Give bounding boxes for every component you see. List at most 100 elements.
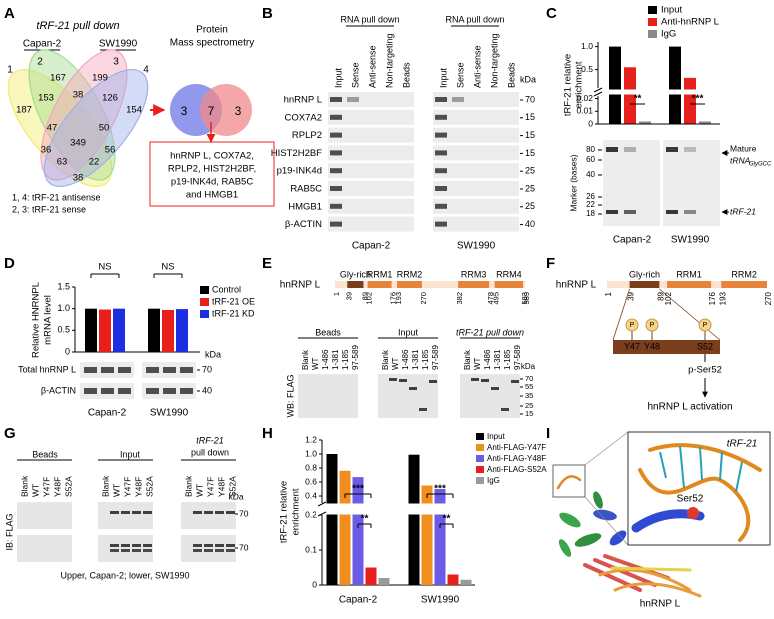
bar — [162, 309, 174, 352]
blot — [328, 127, 414, 143]
lane-label: Blank — [19, 475, 29, 497]
legend-swatch — [200, 286, 209, 294]
band — [481, 379, 489, 382]
band — [606, 147, 618, 152]
bar — [365, 567, 377, 585]
blot — [328, 216, 414, 232]
blot — [433, 163, 519, 179]
protein-list: RPLP2, HIST2H2BF, — [168, 164, 256, 175]
lane-label: Input — [438, 67, 448, 88]
blot — [433, 216, 519, 232]
bar — [148, 308, 160, 352]
venn-count: 199 — [92, 73, 108, 84]
band — [143, 511, 152, 514]
label: SW1990 — [671, 235, 710, 246]
row-label: β-ACTIN — [41, 385, 76, 395]
protein-bar — [335, 281, 525, 288]
bar — [85, 308, 97, 352]
band — [666, 147, 678, 152]
title: tRF-21 pull down — [36, 20, 119, 32]
venn-count: 38 — [73, 90, 84, 101]
y-tick-label: 1.0 — [581, 41, 593, 51]
band — [419, 408, 427, 411]
y-label: enrichment — [291, 488, 302, 535]
kda-label: 70 — [525, 94, 535, 104]
band — [132, 511, 141, 514]
panel-label: G — [4, 425, 16, 442]
band — [435, 132, 447, 138]
y-tick-label: 0 — [588, 118, 593, 128]
label: Ser52 — [677, 494, 704, 505]
panel-label: I — [546, 425, 550, 442]
lane-label: WT — [194, 484, 204, 497]
blot — [181, 535, 236, 562]
set-id: 2 — [37, 57, 43, 68]
label: Capan-2 — [88, 408, 127, 419]
band — [435, 150, 447, 156]
band — [163, 367, 176, 373]
blot — [433, 198, 519, 214]
band — [101, 367, 114, 373]
band — [435, 203, 447, 209]
bar — [699, 121, 711, 124]
y-tick-label: 0.4 — [305, 490, 317, 500]
panel-label: A — [4, 5, 15, 22]
residue: 270 — [764, 291, 773, 305]
band — [215, 511, 224, 514]
lane-label: WT — [111, 484, 121, 497]
significance: NS — [98, 262, 111, 273]
domain — [367, 281, 392, 288]
base-pair — [659, 451, 667, 479]
rule — [612, 288, 630, 341]
label: Beads — [32, 449, 58, 459]
blot — [17, 535, 72, 562]
label: hnRNP L activation — [647, 402, 732, 413]
label: tRF-21 — [730, 206, 756, 216]
lane-label: S52A — [63, 476, 73, 497]
blot — [378, 374, 438, 418]
blot — [328, 145, 414, 161]
rule — [584, 431, 629, 466]
bar — [99, 309, 111, 352]
legend-label: Input — [661, 5, 682, 16]
band — [118, 388, 131, 394]
band — [624, 210, 636, 214]
venn-count: 7 — [208, 104, 215, 118]
label: Input — [120, 449, 141, 459]
band — [143, 544, 152, 547]
band — [110, 549, 119, 552]
label: SW1990 — [99, 39, 138, 50]
band — [84, 367, 97, 373]
marker-tick: 26 — [586, 192, 595, 201]
blot — [433, 127, 519, 143]
band — [121, 511, 130, 514]
lane-label: WT — [473, 357, 482, 370]
domain-label: RRM1 — [676, 269, 702, 279]
label: Capan-2 — [613, 235, 652, 246]
label: hnRNP L — [640, 599, 681, 610]
domain-label: Gly-rich — [340, 269, 371, 279]
base-pair — [699, 446, 703, 481]
bar — [421, 485, 433, 585]
band — [215, 544, 224, 547]
label: hnRNP L — [556, 280, 597, 291]
lane-label: Blank — [463, 349, 472, 370]
band — [163, 388, 176, 394]
blot — [433, 92, 519, 107]
helix — [593, 491, 603, 509]
label: kDa — [520, 74, 536, 84]
significance: *** — [692, 94, 704, 105]
label: IB: FLAG — [4, 513, 14, 550]
legend-label: Anti-FLAG-S52A — [487, 465, 547, 474]
band — [132, 544, 141, 547]
band — [110, 544, 119, 547]
bar — [352, 477, 364, 585]
lane-label: 1-486 — [401, 349, 410, 370]
marker-label: Marker (bases) — [568, 154, 578, 211]
marker-tick: 22 — [586, 200, 595, 209]
band — [146, 388, 159, 394]
kda-label: 70 — [202, 364, 212, 374]
domain-label: RRM1 — [367, 269, 393, 279]
band — [435, 168, 447, 174]
